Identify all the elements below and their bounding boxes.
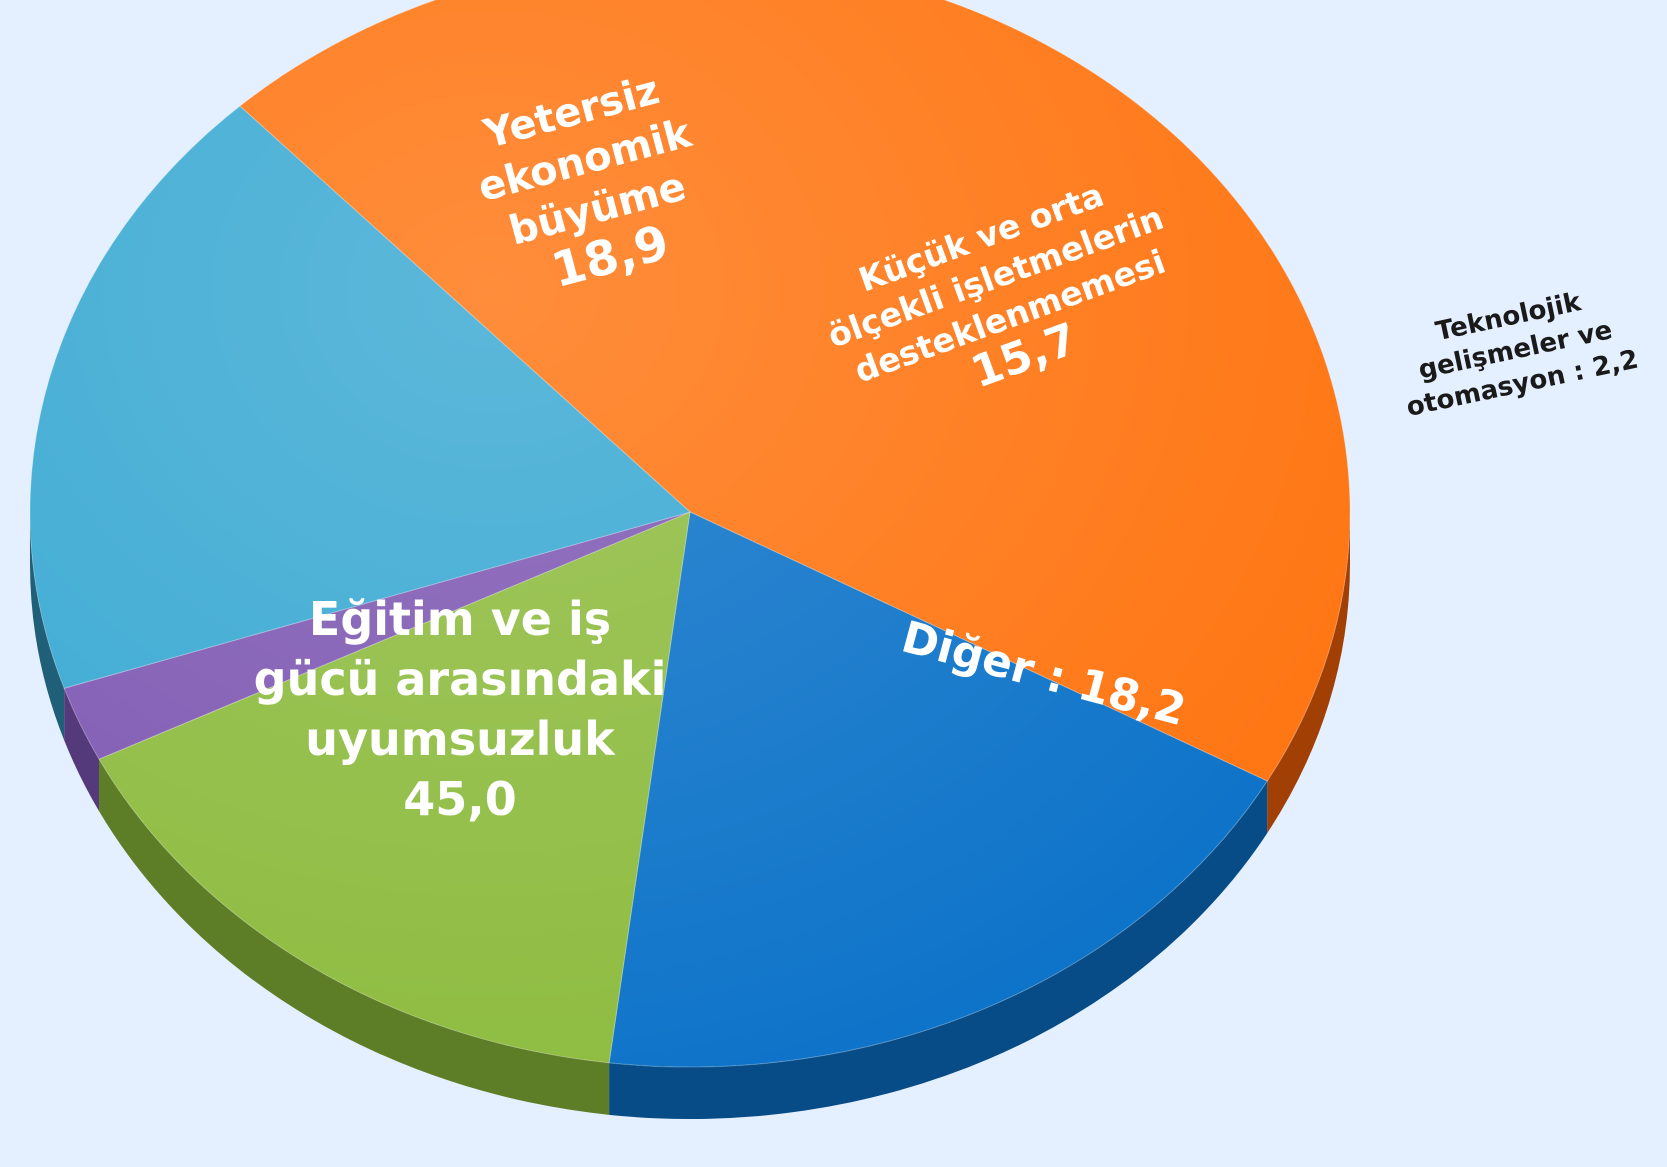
pie-side-4 <box>30 512 65 741</box>
pie-side-3 <box>64 688 100 812</box>
slice-label-0: Eğitim ve iş gücü arasındaki uyumsuzluk 45,… <box>254 592 667 826</box>
pie-side-1 <box>609 781 1268 1119</box>
slice-label-line: uyumsuzluk <box>305 712 616 766</box>
slice-label-line: Eğitim ve iş <box>309 592 611 646</box>
pie-slices <box>29 0 1351 1068</box>
pie-depth <box>30 512 1350 1119</box>
pie-highlight <box>30 0 1350 1067</box>
pie-side-2 <box>99 759 610 1115</box>
slice-label-line: gücü arasındaki <box>254 652 667 706</box>
slice-value-label: 45,0 <box>403 772 517 826</box>
pie-side-0 <box>1267 512 1350 834</box>
